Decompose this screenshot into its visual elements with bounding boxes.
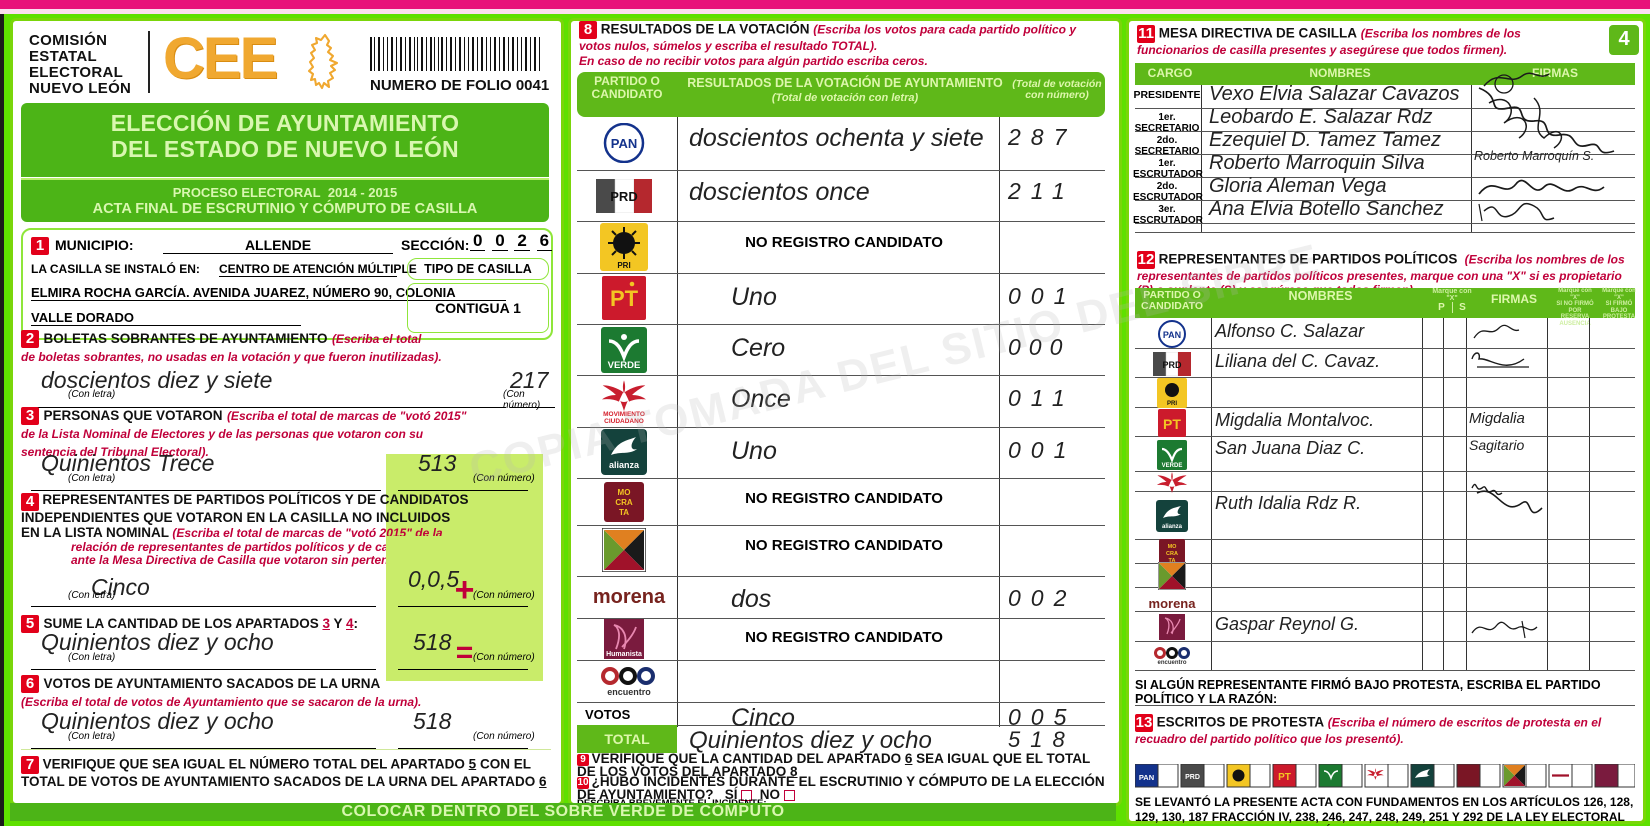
svg-text:Humanista: Humanista [606,651,642,658]
svg-text:CRA: CRA [615,498,633,507]
svg-text:PT: PT [1163,416,1181,432]
svg-text:PRD: PRD [1185,774,1200,781]
svg-text:PAN: PAN [1139,773,1154,782]
svg-text:MO: MO [618,488,631,497]
svg-text:alianza: alianza [1162,524,1183,530]
svg-text:PT: PT [610,286,639,311]
svg-text:PAN: PAN [611,136,637,151]
svg-text:PRI: PRI [617,261,630,270]
svg-text:CRA: CRA [1166,551,1178,557]
svg-text:PT: PT [1278,772,1291,783]
svg-text:VERDE: VERDE [1162,463,1183,469]
svg-text:PRD: PRD [610,189,637,204]
svg-text:TA: TA [619,508,629,517]
svg-text:PRD: PRD [1162,360,1182,370]
svg-text:alianza: alianza [609,460,640,470]
svg-text:PAN: PAN [1163,330,1181,340]
svg-text:MO: MO [1168,544,1178,550]
svg-text:PRI: PRI [1167,401,1177,407]
svg-text:VERDE: VERDE [608,360,641,371]
